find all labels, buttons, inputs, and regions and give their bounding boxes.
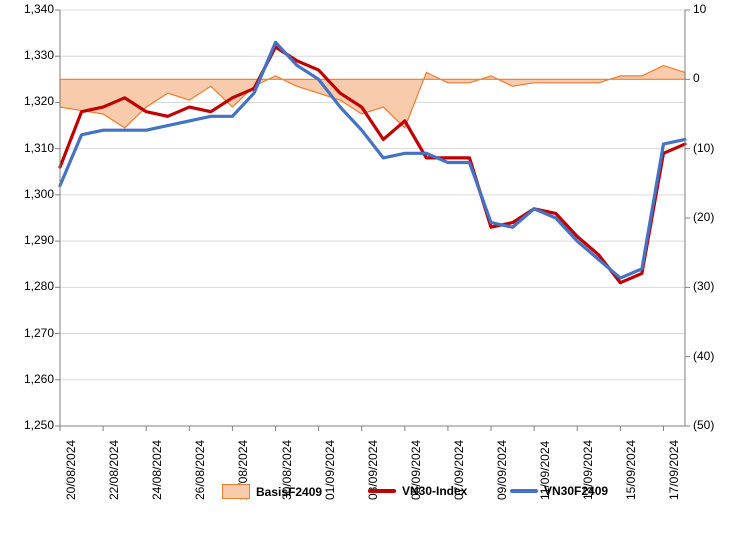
y-right-tick-label: 10 — [693, 2, 733, 16]
x-tick-label: 17/09/2024 — [667, 440, 681, 500]
legend-label-basis: BasisF2409 — [256, 485, 322, 499]
x-tick-label: 01/09/2024 — [323, 440, 337, 500]
legend-swatch-vn30f2409 — [510, 489, 538, 493]
y-right-tick-label: (20) — [693, 210, 733, 224]
y-left-tick-label: 1,330 — [4, 48, 54, 62]
legend-item-vn30index: VN30-Index — [368, 484, 467, 498]
x-tick-label: 15/09/2024 — [624, 440, 638, 500]
x-tick-label: 24/08/2024 — [150, 440, 164, 500]
y-left-tick-label: 1,250 — [4, 418, 54, 432]
x-tick-label: 09/09/2024 — [495, 440, 509, 500]
y-left-tick-label: 1,320 — [4, 94, 54, 108]
legend-label-vn30f2409: VN30F2409 — [544, 484, 608, 498]
y-left-tick-label: 1,300 — [4, 187, 54, 201]
y-left-tick-label: 1,260 — [4, 372, 54, 386]
y-left-tick-label: 1,310 — [4, 141, 54, 155]
legend-swatch-basis — [222, 484, 250, 499]
vn30-chart: 1,250 1,260 1,270 1,280 1,290 1,300 1,310 1,320… — [0, 0, 733, 535]
y-right-tick-label: 0 — [693, 71, 733, 85]
y-left-tick-label: 1,270 — [4, 326, 54, 340]
x-tick-label: 22/08/2024 — [107, 440, 121, 500]
y-left-tick-label: 1,280 — [4, 279, 54, 293]
y-left-tick-label: 1,340 — [4, 2, 54, 16]
y-right-tick-label: (50) — [693, 418, 733, 432]
y-right-tick-label: (10) — [693, 141, 733, 155]
y-left-tick-label: 1,290 — [4, 233, 54, 247]
y-right-tick-label: (40) — [693, 349, 733, 363]
legend-label-vn30index: VN30-Index — [402, 484, 467, 498]
x-tick-label: 26/08/2024 — [193, 440, 207, 500]
legend-swatch-vn30index — [368, 489, 396, 493]
x-tick-label: 20/08/2024 — [64, 440, 78, 500]
legend-item-basis: BasisF2409 — [222, 484, 322, 499]
y-right-tick-label: (30) — [693, 279, 733, 293]
legend-item-vn30f2409: VN30F2409 — [510, 484, 608, 498]
